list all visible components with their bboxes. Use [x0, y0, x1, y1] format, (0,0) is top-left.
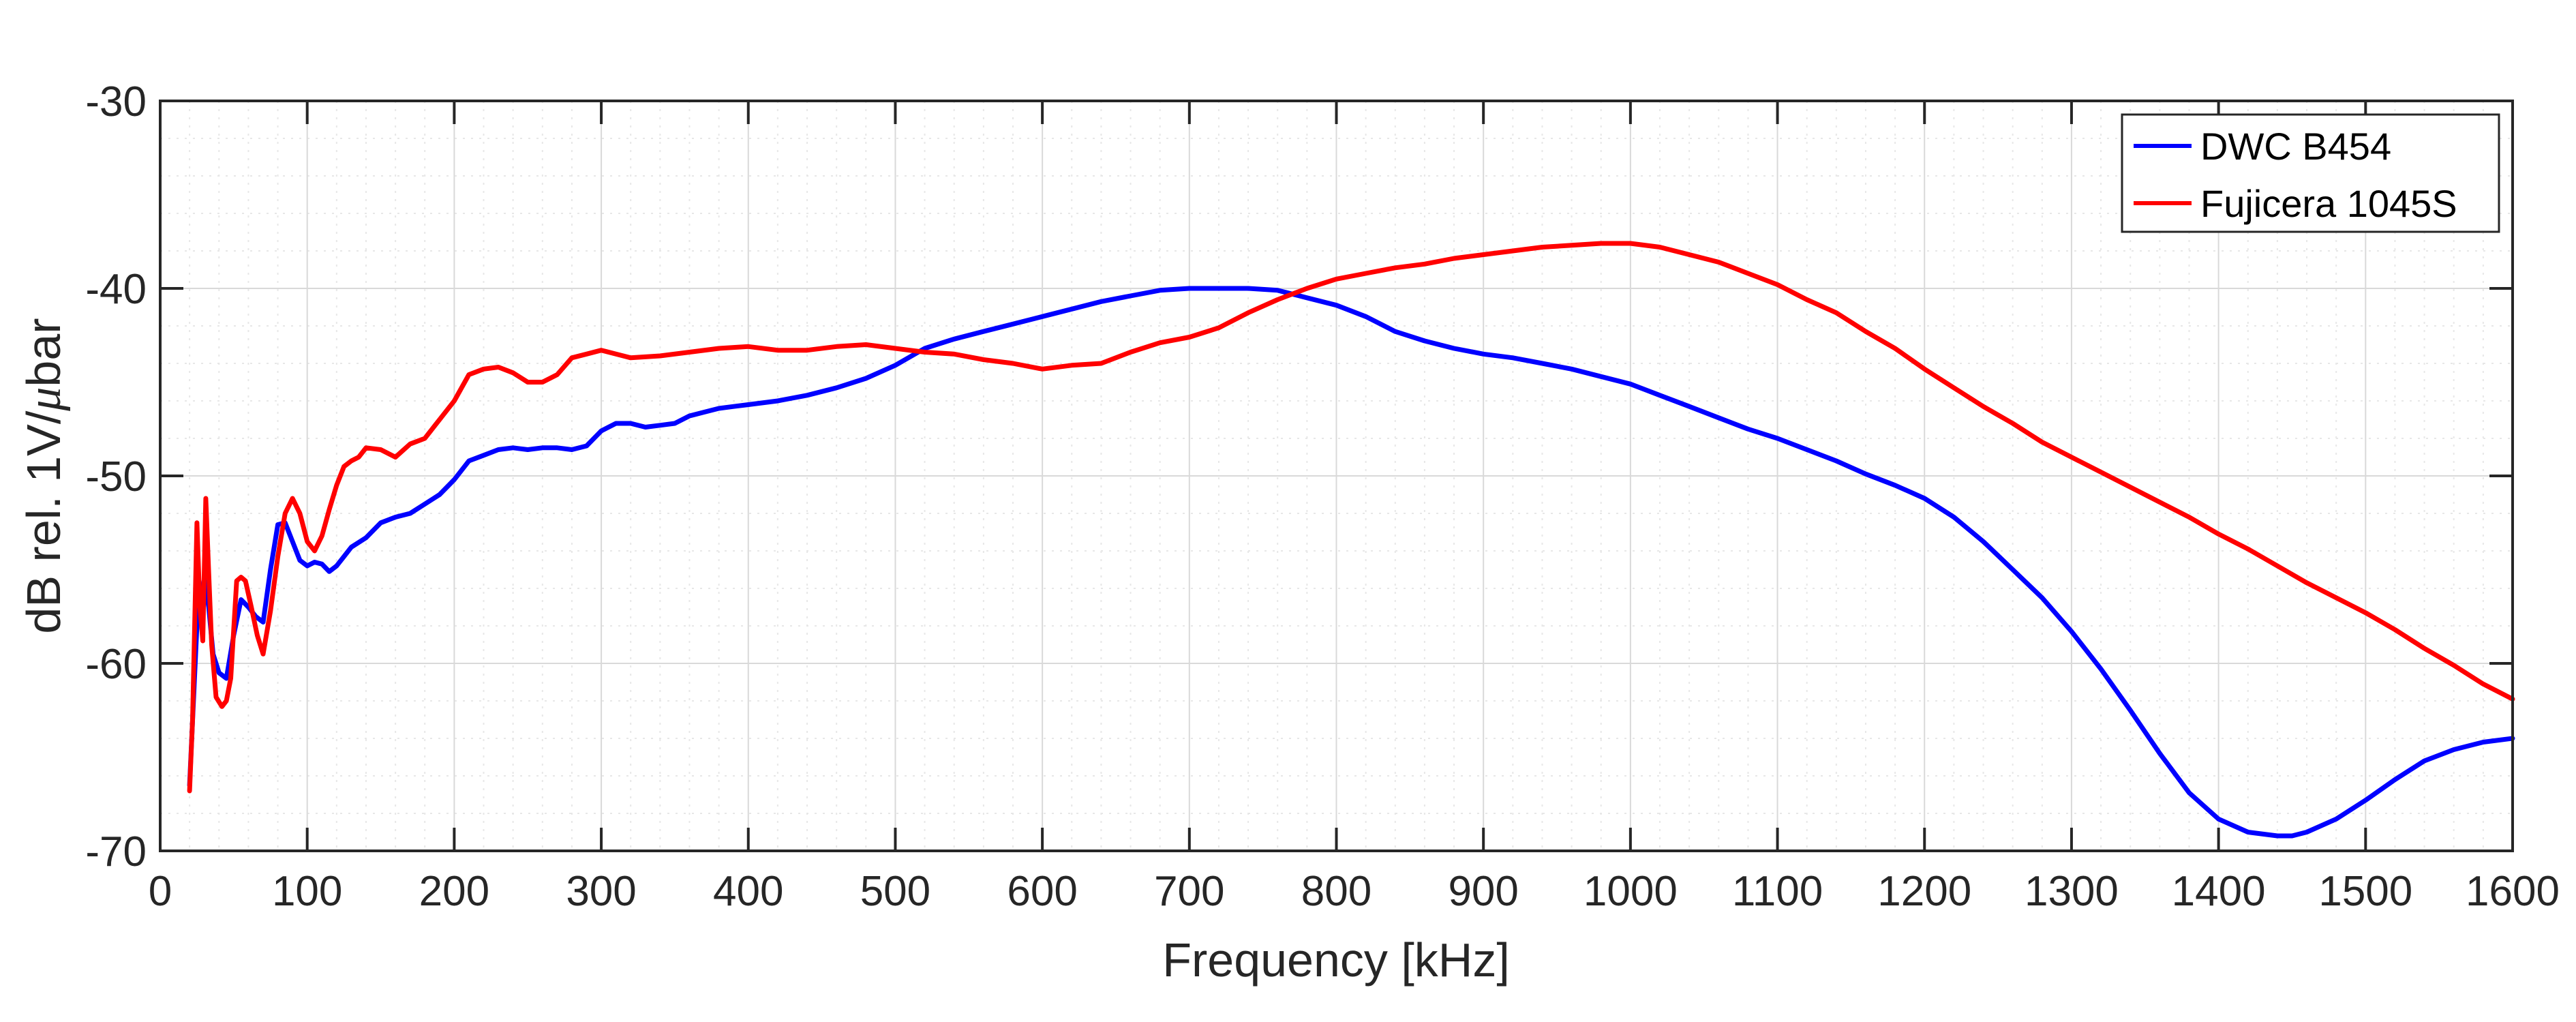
y-axis-label-suffix: bar [17, 318, 70, 387]
legend: DWC B454 Fujicera 1045S [2121, 113, 2500, 233]
axis-ticks [159, 100, 2514, 852]
x-tick-label: 500 [860, 868, 930, 915]
x-axis-label: Frequency [kHz] [1162, 933, 1510, 987]
x-tick-label: 900 [1448, 868, 1518, 915]
x-tick-label: 1400 [2172, 868, 2266, 915]
x-tick-label: 400 [713, 868, 783, 915]
x-tick-label: 1200 [1877, 868, 1971, 915]
x-tick-labels: 0 100 200 300 400 500 600 700 800 900 1000 1100 1200… [149, 868, 2560, 915]
series-layer [187, 241, 2515, 839]
y-tick-label: -40 [85, 266, 147, 313]
x-tick-label: 1100 [1732, 868, 1823, 915]
x-tick-label: 700 [1154, 868, 1224, 915]
major-grid [160, 101, 2513, 851]
x-tick-label: 1600 [2466, 868, 2560, 915]
y-tick-label: -70 [85, 828, 147, 875]
y-axis-label-prefix: dB rel. 1V/ [17, 410, 70, 633]
y-axis-label: dB rel. 1V/μbar [17, 318, 71, 633]
x-tick-label: 0 [149, 868, 172, 915]
x-tick-label: 1300 [2025, 868, 2119, 915]
y-tick-label: -30 [85, 78, 147, 125]
y-axis-label-mu: μ [18, 387, 71, 412]
legend-box [2121, 113, 2500, 233]
x-tick-label: 600 [1007, 868, 1077, 915]
series-line-fujicera-1045s [187, 241, 2515, 794]
x-tick-label: 300 [566, 868, 636, 915]
y-tick-label: -50 [85, 453, 147, 500]
y-tick-labels: -70 -60 -50 -40 -30 [85, 78, 147, 875]
y-tick-label: -60 [85, 641, 147, 688]
x-tick-label: 100 [272, 868, 342, 915]
x-tick-label: 1000 [1584, 868, 1678, 915]
legend-label-dwc-b454: DWC B454 [2200, 125, 2391, 168]
legend-label-fujicera-1045s: Fujicera 1045S [2200, 182, 2457, 225]
series-line-dwc-b454 [187, 286, 2515, 839]
x-tick-label: 200 [419, 868, 489, 915]
x-tick-label: 800 [1301, 868, 1372, 915]
x-tick-label: 1500 [2318, 868, 2412, 915]
